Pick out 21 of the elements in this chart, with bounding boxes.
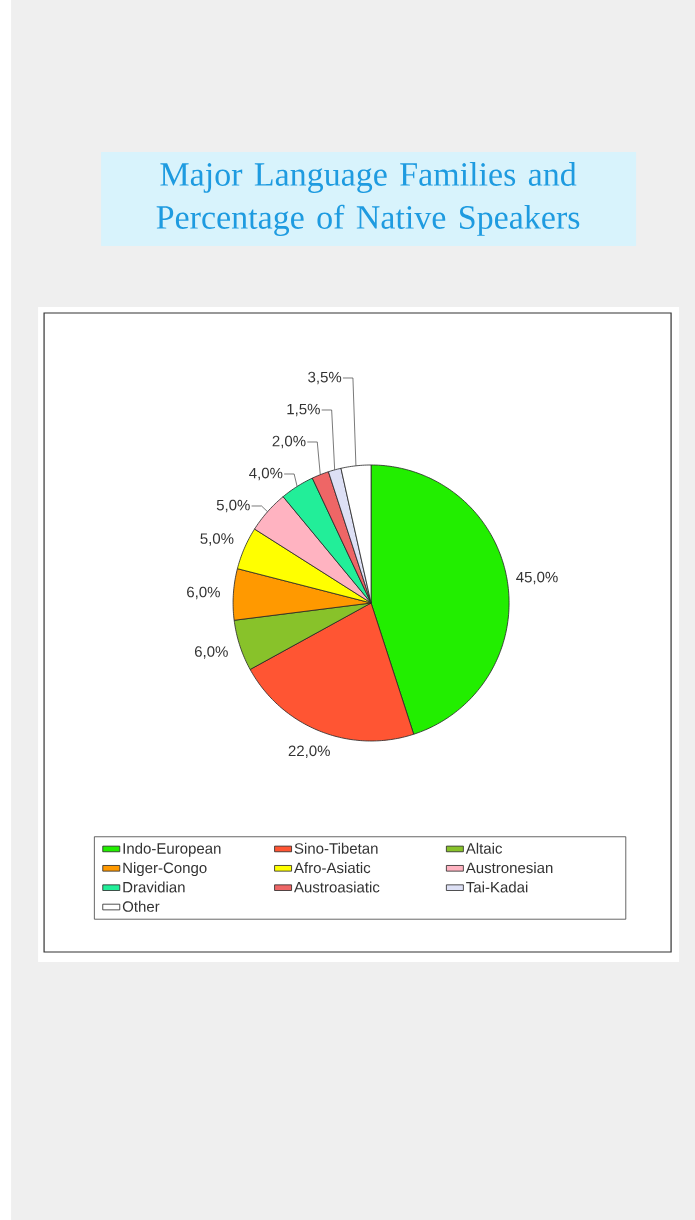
legend-label: Niger-Congo <box>123 862 207 877</box>
legend-label: Other <box>122 900 160 912</box>
data-label: 6,0% <box>187 586 220 600</box>
data-label: 5,0% <box>216 499 250 513</box>
data-label: 5,0% <box>200 533 234 546</box>
data-label: 45,0% <box>516 571 558 585</box>
data-label: 22,0% <box>288 745 330 758</box>
legend-label: Sino-Tibetan <box>294 842 378 854</box>
legend-label: Tai-Kadai <box>466 881 528 893</box>
data-label: 2,0% <box>272 435 306 449</box>
legend-label: Austronesian <box>465 862 553 874</box>
chart-title: Major Language Families and Percentage of Native Speakers <box>156 162 580 236</box>
data-label: 3,5% <box>308 371 342 385</box>
data-label: 4,0% <box>249 467 283 481</box>
legend-label: Austroasiatic <box>293 881 380 893</box>
legend-label: Afro-Asiatic <box>293 862 371 874</box>
legend-label: Dravidian <box>123 881 185 893</box>
legend-label: Altaic <box>465 842 503 854</box>
legend-label: Indo-European <box>123 842 221 857</box>
data-label: 6,0% <box>194 646 228 659</box>
data-label: 1,5% <box>287 403 320 417</box>
